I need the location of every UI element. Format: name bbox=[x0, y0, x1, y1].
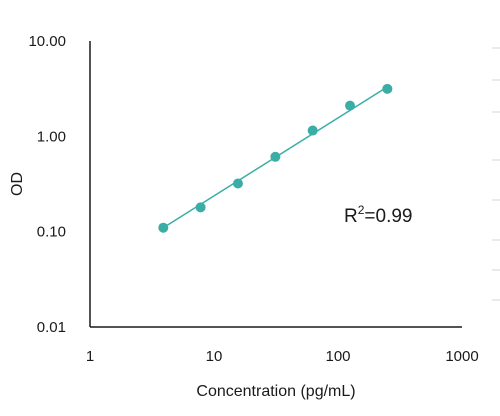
r-squared-value: =0.99 bbox=[364, 206, 412, 227]
y-axis-title: OD bbox=[9, 172, 26, 196]
data-point bbox=[158, 222, 169, 233]
x-tick-label: 1000 bbox=[445, 348, 478, 365]
data-point bbox=[195, 202, 206, 213]
right-edge-marks bbox=[492, 47, 500, 301]
data-point bbox=[232, 178, 243, 189]
data-point bbox=[345, 100, 356, 111]
r-squared-annotation: R2=0.99 bbox=[344, 203, 413, 227]
y-tick-label: 0.10 bbox=[37, 224, 66, 241]
r-squared-base: R bbox=[344, 206, 358, 227]
data-point bbox=[307, 125, 318, 136]
axes bbox=[89, 41, 462, 328]
y-tick-label: 0.01 bbox=[37, 319, 66, 336]
data-point bbox=[270, 151, 281, 162]
data-points bbox=[158, 83, 393, 233]
r-squared-superscript: 2 bbox=[358, 203, 365, 217]
data-point bbox=[382, 83, 393, 94]
x-tick-label: 1 bbox=[86, 348, 94, 365]
y-tick-label: 10.00 bbox=[28, 33, 66, 50]
x-tick-label: 10 bbox=[206, 348, 223, 365]
tick-labels: 1 10 100 1000 0.01 0.10 1.00 10.00 bbox=[28, 33, 478, 365]
y-tick-label: 1.00 bbox=[37, 128, 66, 145]
x-axis-title: Concentration (pg/mL) bbox=[196, 383, 355, 400]
x-tick-label: 100 bbox=[325, 348, 350, 365]
